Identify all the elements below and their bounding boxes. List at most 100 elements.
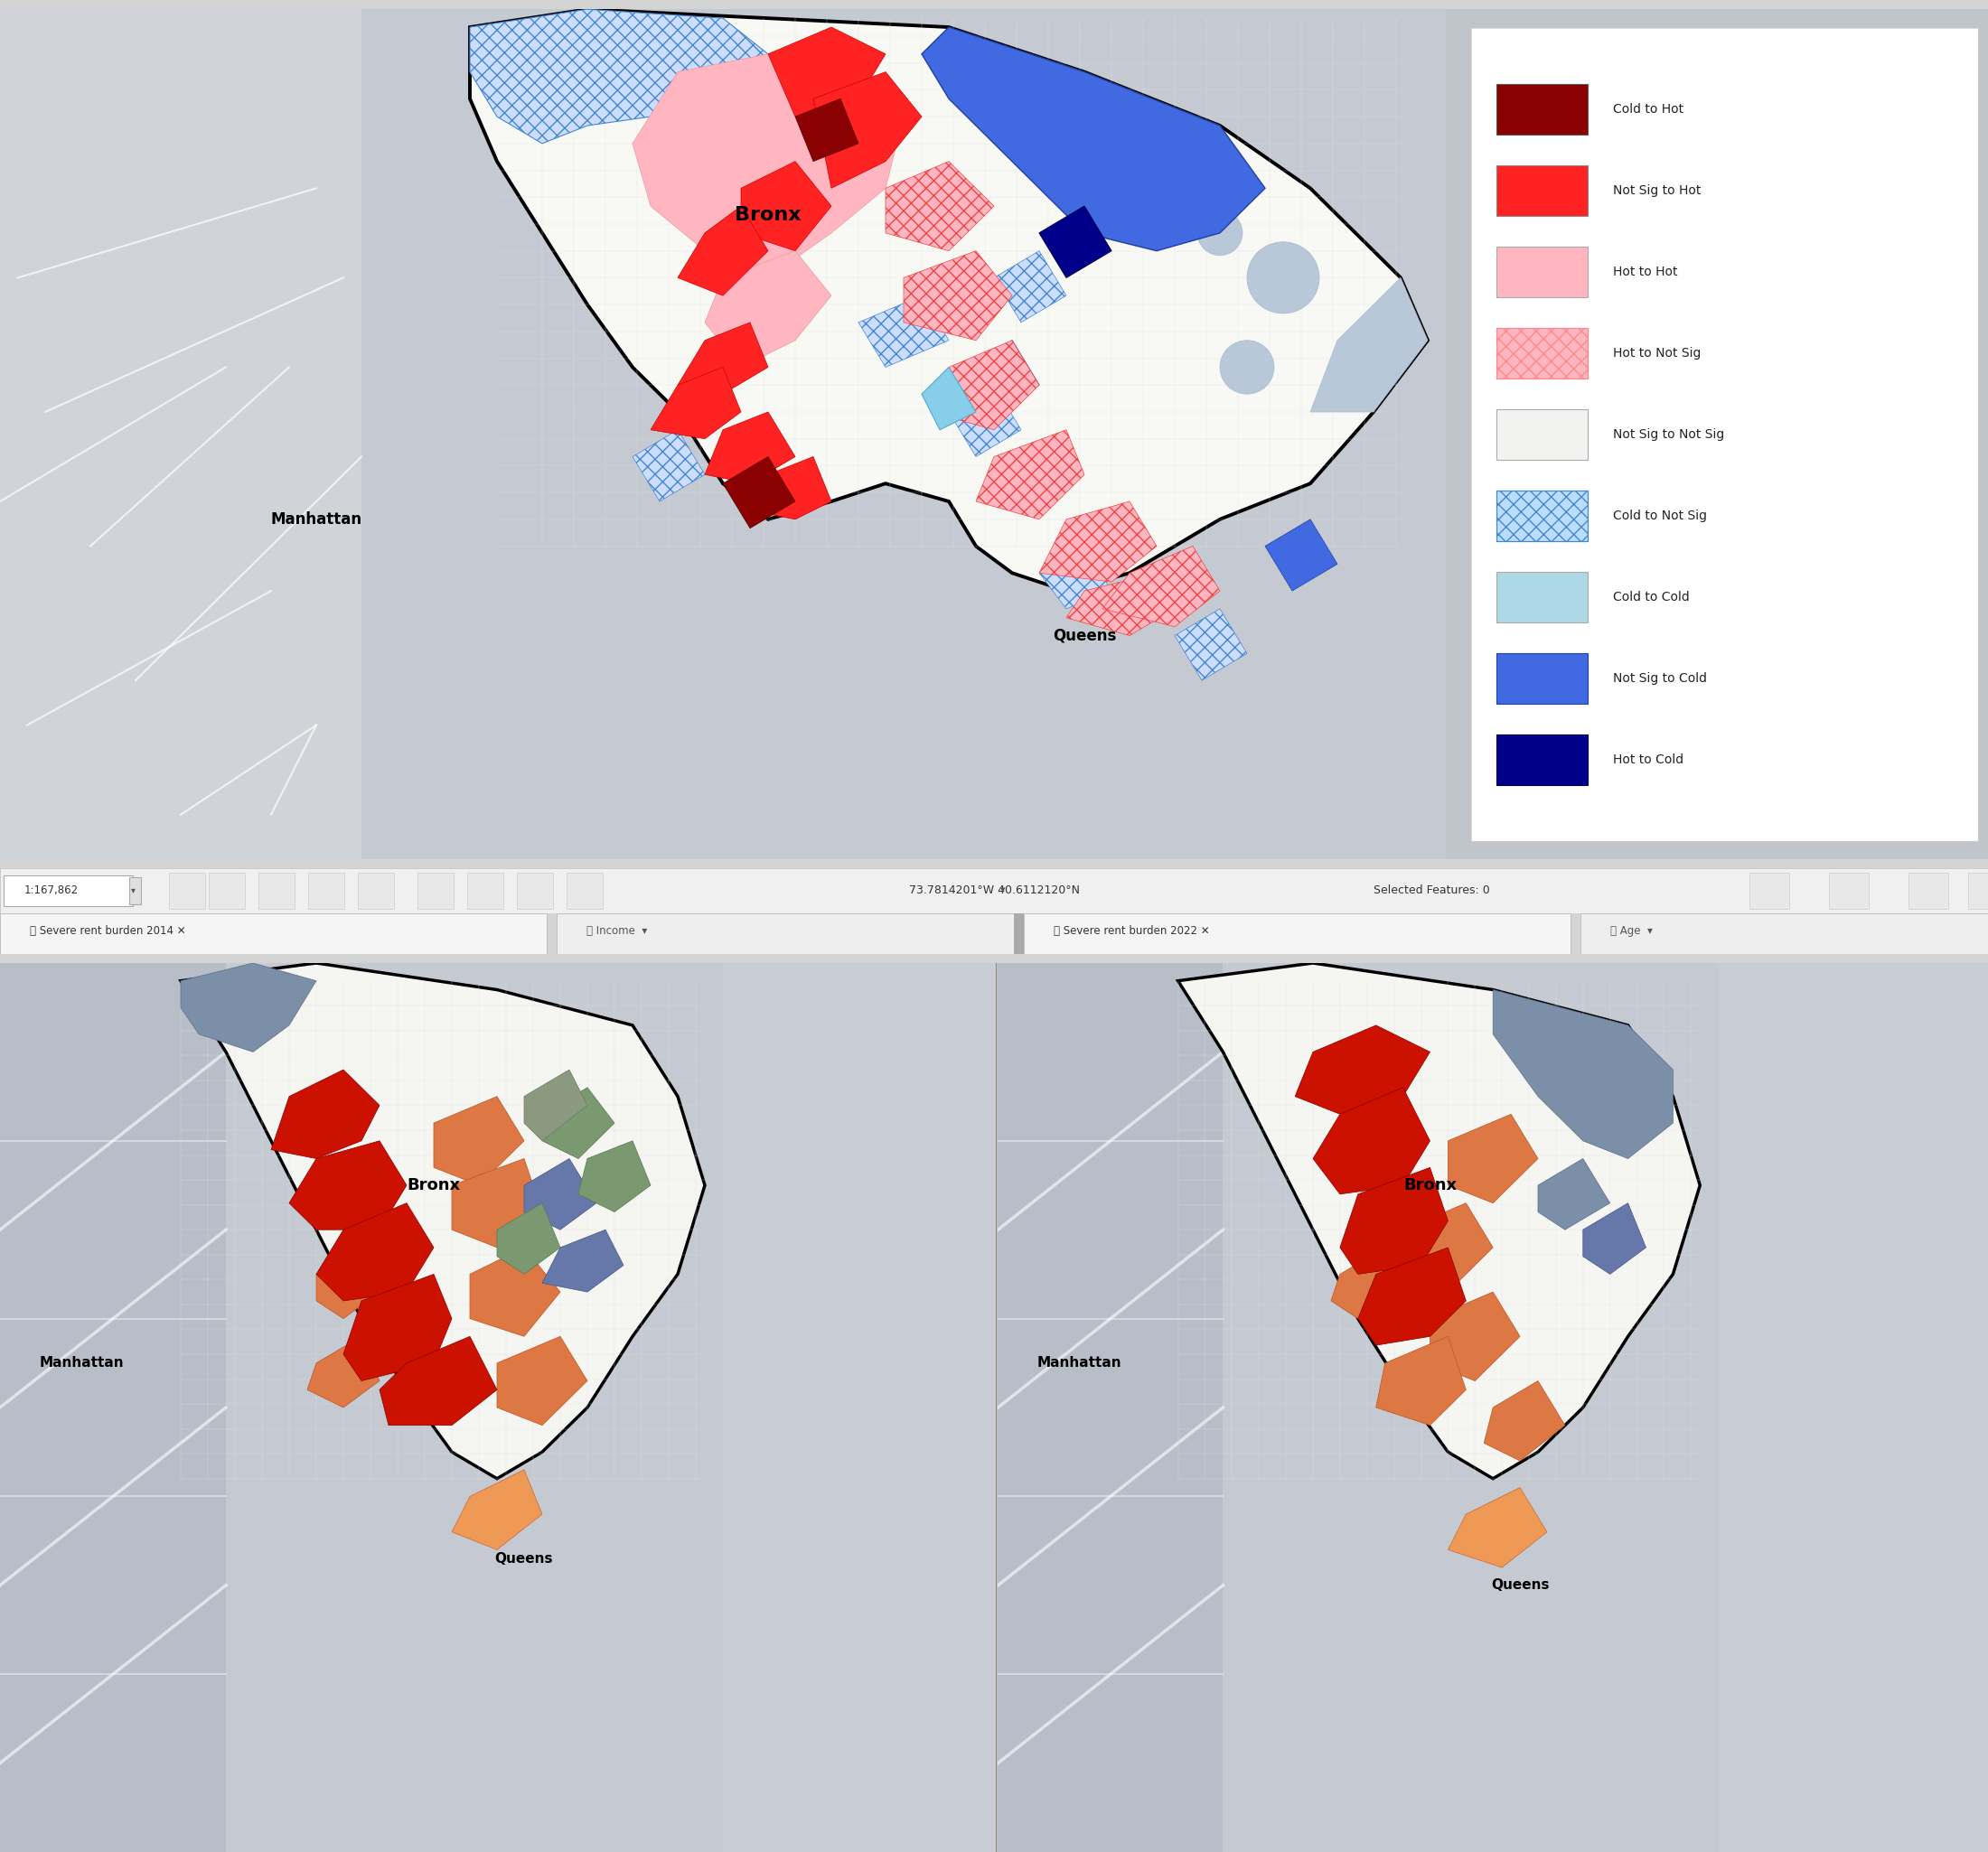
Bar bbox=[1497, 733, 1588, 785]
Text: Manhattan: Manhattan bbox=[270, 511, 362, 528]
Polygon shape bbox=[579, 1141, 650, 1211]
Polygon shape bbox=[632, 54, 905, 278]
Bar bbox=[258, 872, 294, 909]
Polygon shape bbox=[308, 1337, 380, 1408]
Polygon shape bbox=[1447, 1487, 1547, 1567]
Polygon shape bbox=[316, 1204, 433, 1300]
Polygon shape bbox=[1179, 963, 1700, 1478]
Polygon shape bbox=[678, 322, 767, 394]
Bar bbox=[1829, 872, 1869, 909]
Text: ▾: ▾ bbox=[131, 885, 135, 895]
Bar bbox=[467, 872, 503, 909]
Polygon shape bbox=[497, 1337, 586, 1426]
Polygon shape bbox=[1445, 9, 1988, 859]
Polygon shape bbox=[380, 1337, 497, 1426]
Bar bbox=[557, 913, 1014, 954]
Polygon shape bbox=[1483, 1382, 1565, 1461]
Text: Not Sig to Not Sig: Not Sig to Not Sig bbox=[1612, 428, 1724, 441]
Text: Queens: Queens bbox=[1491, 1578, 1549, 1593]
Bar bbox=[1497, 409, 1588, 459]
Bar bbox=[1968, 872, 1988, 909]
Polygon shape bbox=[451, 1470, 543, 1550]
Polygon shape bbox=[1493, 989, 1674, 1159]
Text: Bronx: Bronx bbox=[1404, 1178, 1457, 1193]
Bar bbox=[169, 872, 205, 909]
Polygon shape bbox=[998, 963, 1988, 1852]
Polygon shape bbox=[905, 250, 1012, 341]
Polygon shape bbox=[706, 250, 831, 367]
Polygon shape bbox=[1310, 278, 1427, 411]
Polygon shape bbox=[543, 1230, 624, 1293]
Text: Manhattan: Manhattan bbox=[40, 1356, 123, 1370]
Polygon shape bbox=[749, 457, 831, 519]
Polygon shape bbox=[0, 963, 227, 1852]
Bar bbox=[417, 872, 453, 909]
Polygon shape bbox=[885, 161, 994, 250]
Polygon shape bbox=[181, 963, 706, 1478]
Polygon shape bbox=[344, 1274, 451, 1382]
Circle shape bbox=[1221, 341, 1274, 394]
Polygon shape bbox=[632, 430, 706, 502]
Polygon shape bbox=[1582, 1204, 1646, 1274]
Polygon shape bbox=[706, 411, 795, 483]
Bar bbox=[1497, 491, 1588, 541]
Text: 🗺 Severe rent burden 2014 ✕: 🗺 Severe rent burden 2014 ✕ bbox=[30, 926, 185, 937]
Polygon shape bbox=[994, 250, 1066, 322]
Text: Manhattan: Manhattan bbox=[1036, 1356, 1121, 1370]
Bar bbox=[4, 876, 133, 906]
Bar bbox=[1497, 83, 1588, 135]
Polygon shape bbox=[813, 72, 922, 189]
Bar bbox=[1908, 872, 1948, 909]
Polygon shape bbox=[0, 9, 362, 859]
Polygon shape bbox=[525, 1070, 586, 1141]
Polygon shape bbox=[922, 367, 976, 430]
Text: 🗺 Severe rent burden 2022 ✕: 🗺 Severe rent burden 2022 ✕ bbox=[1054, 926, 1209, 937]
Polygon shape bbox=[0, 9, 1988, 859]
Text: Cold to Cold: Cold to Cold bbox=[1612, 591, 1690, 604]
Polygon shape bbox=[469, 9, 767, 143]
Text: ▾: ▾ bbox=[994, 885, 1006, 895]
Text: Queens: Queens bbox=[1052, 628, 1115, 644]
Polygon shape bbox=[795, 98, 859, 161]
Bar bbox=[1497, 165, 1588, 215]
Polygon shape bbox=[1332, 1248, 1404, 1319]
Polygon shape bbox=[1718, 963, 1988, 1852]
Text: 🗺 Age  ▾: 🗺 Age ▾ bbox=[1610, 926, 1652, 937]
Text: Cold to Hot: Cold to Hot bbox=[1612, 102, 1684, 115]
Polygon shape bbox=[1358, 1248, 1465, 1345]
Bar bbox=[1497, 246, 1588, 296]
Polygon shape bbox=[1264, 519, 1338, 591]
Bar bbox=[1497, 328, 1588, 378]
Text: Hot to Hot: Hot to Hot bbox=[1612, 265, 1678, 278]
Polygon shape bbox=[1404, 1204, 1493, 1293]
Polygon shape bbox=[724, 457, 795, 528]
Bar bbox=[129, 878, 141, 904]
Polygon shape bbox=[1539, 1159, 1610, 1230]
Text: Selected Features: 0: Selected Features: 0 bbox=[1374, 883, 1489, 896]
Text: Hot to Not Sig: Hot to Not Sig bbox=[1612, 346, 1702, 359]
Polygon shape bbox=[1376, 1337, 1465, 1426]
Bar bbox=[1749, 872, 1789, 909]
Text: Not Sig to Cold: Not Sig to Cold bbox=[1612, 672, 1708, 685]
Text: 73.7814201°W 40.6112120°N: 73.7814201°W 40.6112120°N bbox=[909, 883, 1079, 896]
Polygon shape bbox=[181, 963, 316, 1052]
Polygon shape bbox=[288, 1141, 408, 1230]
Bar bbox=[1497, 491, 1588, 541]
Polygon shape bbox=[525, 1159, 596, 1230]
Bar bbox=[308, 872, 344, 909]
Bar bbox=[567, 872, 602, 909]
Polygon shape bbox=[497, 1204, 561, 1274]
Text: Queens: Queens bbox=[495, 1552, 553, 1565]
Bar bbox=[358, 872, 394, 909]
Text: Not Sig to Hot: Not Sig to Hot bbox=[1612, 183, 1702, 196]
Polygon shape bbox=[543, 1087, 614, 1159]
Text: 1:167,862: 1:167,862 bbox=[24, 883, 78, 896]
Polygon shape bbox=[976, 341, 1040, 411]
Polygon shape bbox=[1040, 502, 1157, 582]
Text: Bronx: Bronx bbox=[408, 1178, 461, 1193]
Text: Cold to Not Sig: Cold to Not Sig bbox=[1612, 509, 1708, 522]
Polygon shape bbox=[998, 963, 1223, 1852]
Polygon shape bbox=[678, 206, 767, 296]
Polygon shape bbox=[1312, 1087, 1429, 1195]
Polygon shape bbox=[922, 28, 1264, 250]
